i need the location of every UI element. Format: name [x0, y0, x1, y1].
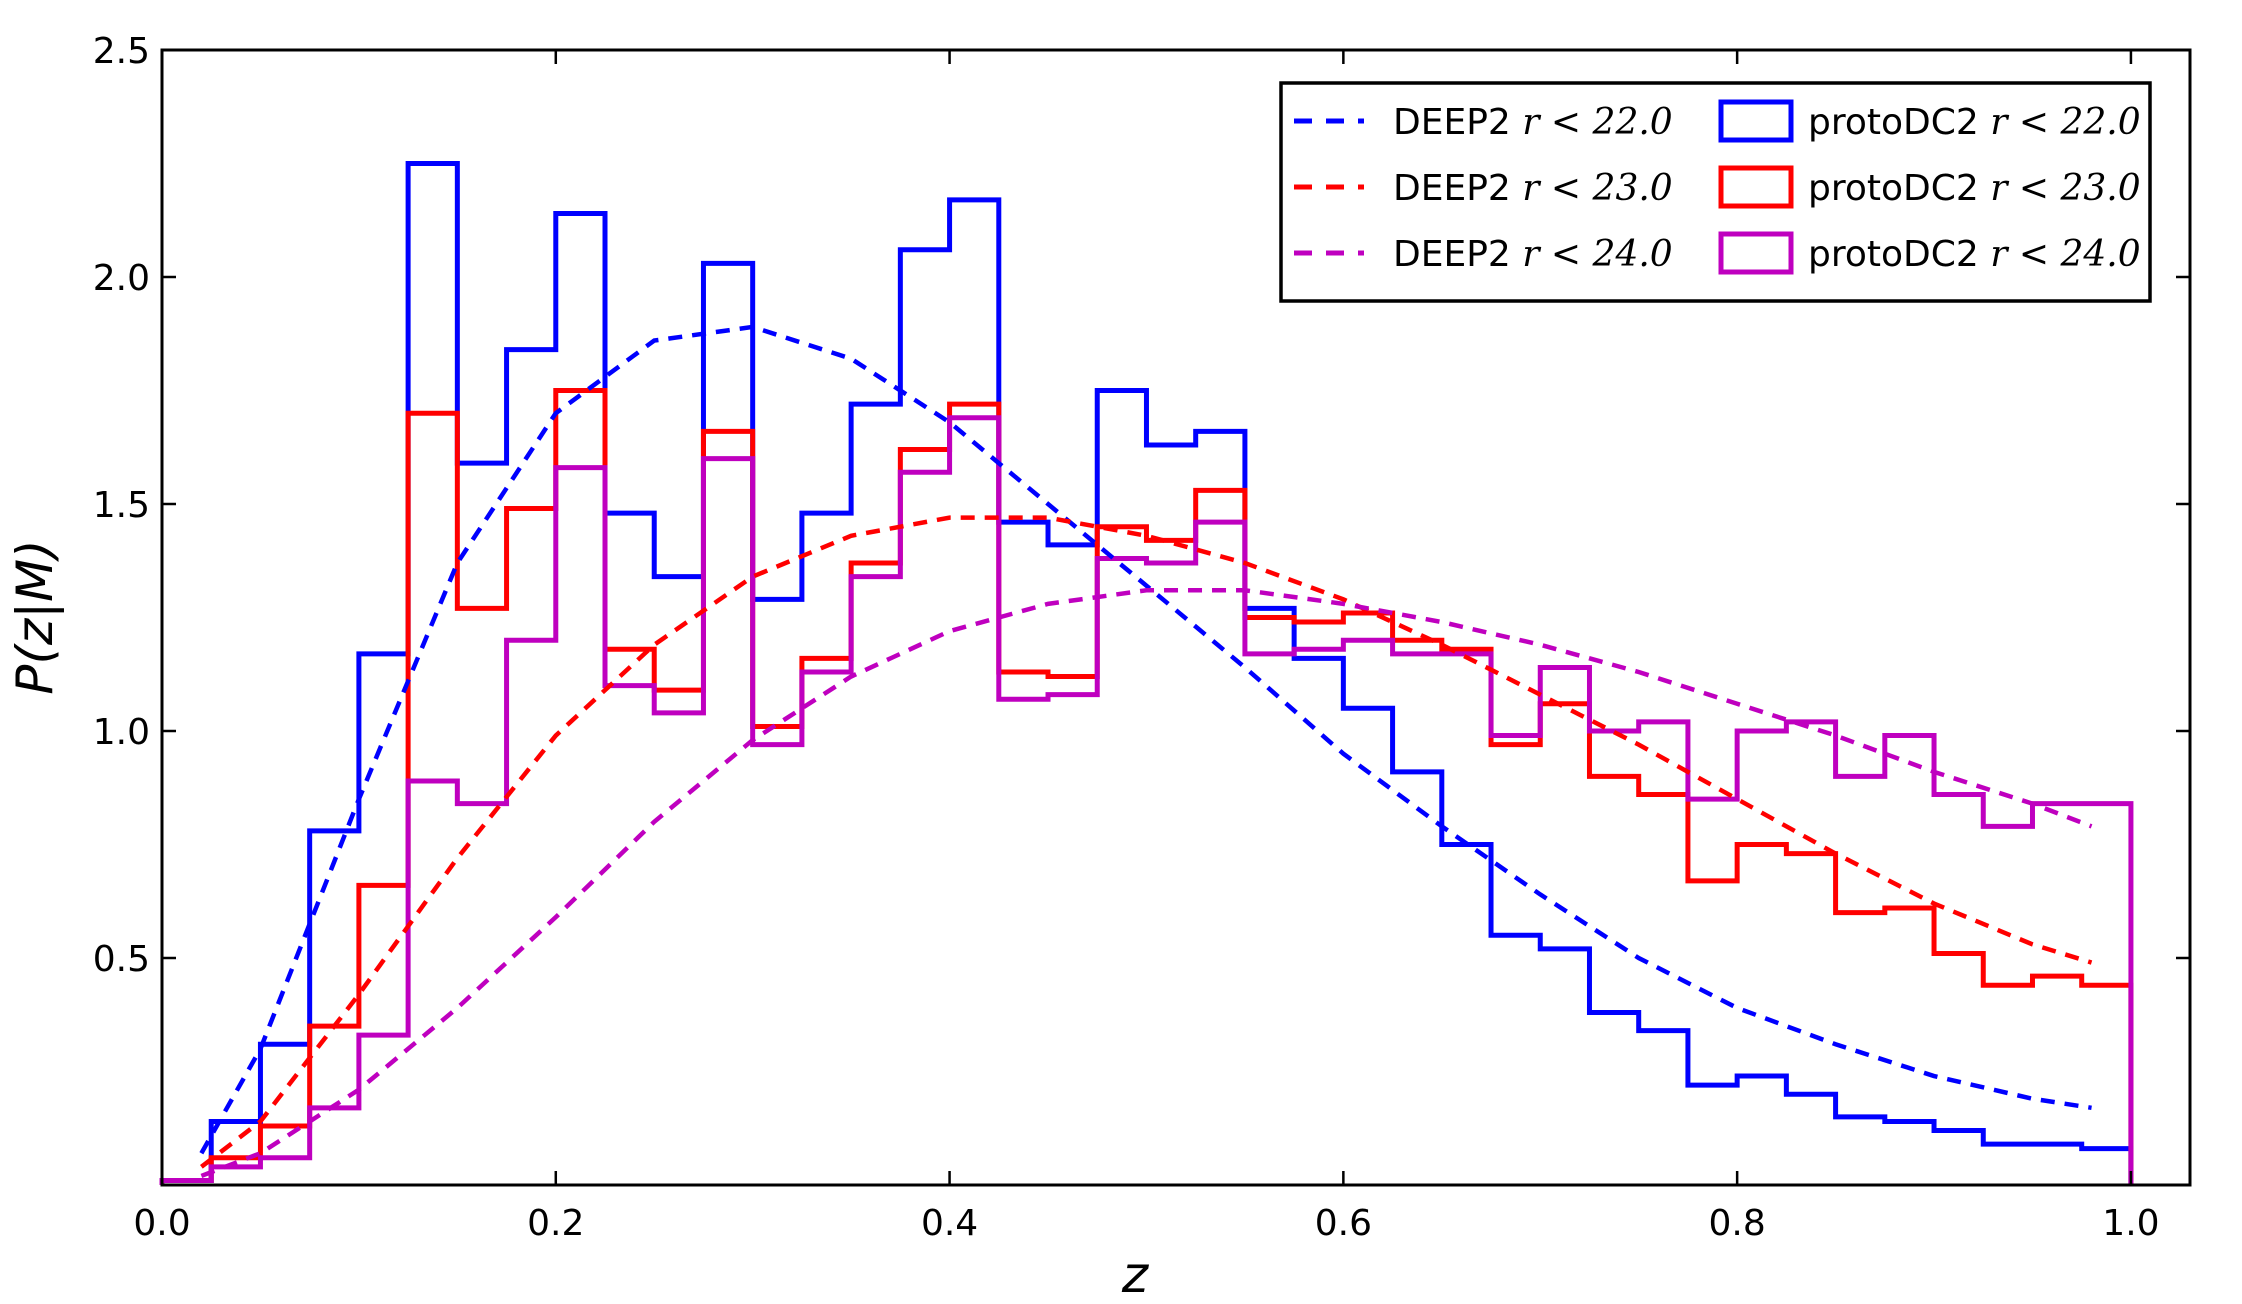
histogram-series-2 — [159, 415, 2134, 1185]
legend-histogram-swatch — [1718, 165, 1794, 209]
y-tick-label: 1.5 — [93, 485, 150, 526]
y-tick-label: 0.5 — [93, 939, 150, 980]
legend-curve-label: DEEP2 r < 24.0 — [1393, 234, 1673, 275]
legend-histogram-label: protoDC2 r < 24.0 — [1808, 234, 2141, 275]
plot-area — [159, 161, 2134, 1185]
legend-curve-label: DEEP2 r < 23.0 — [1393, 168, 1673, 209]
legend: DEEP2 r < 22.0 DEEP2 r < 23.0 DEEP2 r < 24… — [1279, 81, 2152, 303]
x-tick-label: 0.0 — [133, 1203, 190, 1244]
histogram-series-1 — [159, 388, 2134, 1185]
x-axis-title: z — [1121, 1246, 1150, 1304]
y-axis-title: P(z|M) — [6, 539, 64, 694]
curve-series-0 — [199, 324, 2092, 1155]
x-tick-label: 0.4 — [921, 1203, 978, 1244]
legend-histogram-swatch — [1718, 99, 1794, 143]
legend-histogram-label: protoDC2 r < 23.0 — [1808, 168, 2141, 209]
y-tick-label: 1.0 — [93, 712, 150, 753]
x-tick-label: 0.8 — [1709, 1203, 1766, 1244]
histogram-series-0 — [159, 161, 2134, 1185]
ticks: 0.0 0.2 0.4 0.6 0.8 1.0 0.5 1.0 1.5 2.0 2.5 — [93, 31, 2190, 1244]
x-tick-label: 0.2 — [527, 1203, 584, 1244]
legend-histogram-label: protoDC2 r < 22.0 — [1808, 102, 2141, 143]
legend-box — [1279, 81, 2152, 303]
x-tick-label: 0.6 — [1315, 1203, 1372, 1244]
y-tick-label: 2.5 — [93, 31, 150, 72]
axes-frame — [160, 48, 2192, 1187]
legend-histogram-swatch — [1718, 231, 1794, 275]
x-tick-label: 1.0 — [2102, 1203, 2159, 1244]
curve-series-2 — [200, 588, 2093, 1179]
legend-curve-label: DEEP2 r < 22.0 — [1393, 102, 1673, 143]
y-tick-label: 2.0 — [93, 258, 150, 299]
